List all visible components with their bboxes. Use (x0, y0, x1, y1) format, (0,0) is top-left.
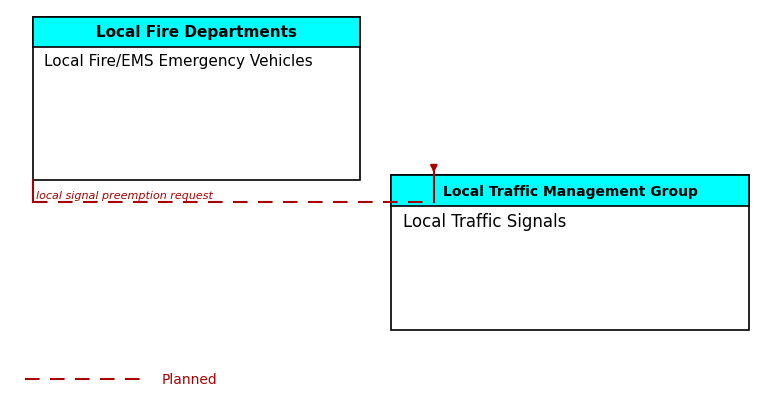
Bar (391, 176, 749, 207)
Text: Local Traffic Management Group: Local Traffic Management Group (443, 184, 698, 198)
Bar (391, 176, 749, 330)
Text: Local Fire Departments: Local Fire Departments (95, 25, 296, 40)
Bar (33, 18, 360, 48)
Text: Planned: Planned (161, 372, 217, 386)
Text: Local Fire/EMS Emergency Vehicles: Local Fire/EMS Emergency Vehicles (45, 54, 313, 69)
Text: Local Traffic Signals: Local Traffic Signals (403, 213, 566, 231)
Text: local signal preemption request: local signal preemption request (37, 191, 213, 200)
Bar (33, 18, 360, 180)
